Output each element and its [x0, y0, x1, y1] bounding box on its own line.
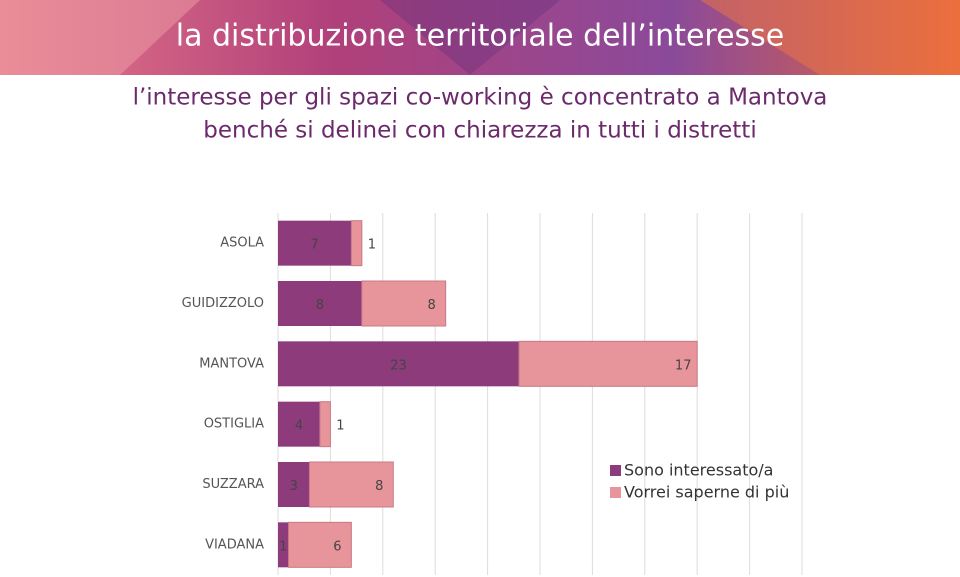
category-label: ASOLA	[220, 236, 264, 251]
banner-shape	[700, 0, 960, 75]
banner-shape	[380, 0, 560, 75]
legend-marker	[610, 465, 621, 476]
bar-segment	[350, 220, 363, 267]
data-label: 1	[336, 419, 344, 434]
legend-label: Sono interessato/a	[624, 461, 773, 480]
bar-segment	[361, 280, 447, 327]
subtitle: benché si delinei con chiarezza in tutti…	[203, 118, 756, 144]
plot: ASOLA 7 1 GUIDIZZOLO 8 8 MANTOVA 23 17 OSTIGLIA 4 1…	[182, 213, 803, 575]
category-label: GUIDIZZOLO	[182, 296, 264, 311]
legend-label: Vorrei saperne di più	[624, 483, 789, 502]
category-label: OSTIGLIA	[204, 417, 264, 432]
bar-segment	[308, 461, 394, 508]
data-label: 1	[368, 238, 376, 253]
data-label: 17	[675, 358, 692, 373]
bar-segment	[287, 521, 352, 568]
bar-segment	[278, 220, 352, 266]
data-label: 8	[428, 298, 436, 313]
bar-segment	[518, 340, 698, 387]
data-label: 23	[390, 358, 407, 373]
category-label: VIADANA	[205, 537, 264, 552]
title: la distribuzione territoriale dell’inter…	[176, 19, 785, 54]
bar-segment	[278, 522, 289, 568]
banner-shape	[0, 0, 200, 75]
data-label: 8	[375, 479, 383, 494]
bar-segment	[278, 462, 310, 507]
category-label: SUZZARA	[202, 477, 264, 492]
bar-segment	[278, 401, 320, 447]
data-label: 3	[290, 479, 298, 494]
bar-segment	[278, 281, 362, 326]
category-label: MANTOVA	[199, 356, 264, 371]
data-label: 1	[279, 539, 287, 554]
bar-segment	[319, 401, 331, 448]
data-label: 7	[311, 238, 319, 253]
subtitle: l’interesse per gli spazi co-working è c…	[133, 85, 828, 111]
data-label: 6	[333, 539, 341, 554]
data-label: 8	[316, 298, 324, 313]
legend-marker	[610, 487, 621, 498]
data-label: 4	[295, 419, 303, 434]
bar-segment	[278, 341, 520, 387]
